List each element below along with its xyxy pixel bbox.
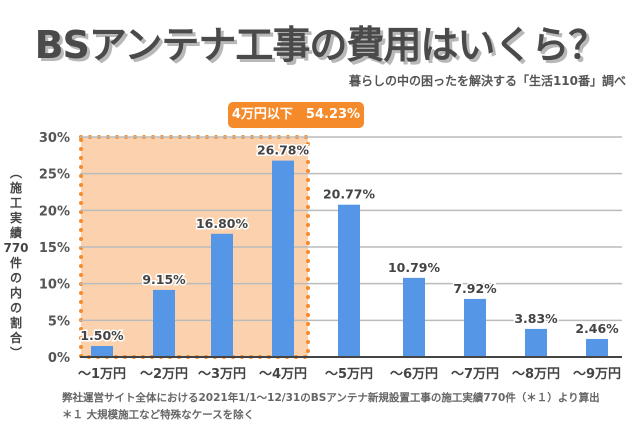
data-label: 26.78% xyxy=(257,143,310,158)
x-tick-label: ～5万円 xyxy=(325,367,373,382)
y-axis-label-char: 施 xyxy=(9,181,22,195)
y-axis-label: ︵ 施工実績 770 件の内の割合 ︶ xyxy=(3,166,28,361)
x-tick-label: ～7万円 xyxy=(451,367,499,382)
y-tick-label: 15% xyxy=(39,241,70,256)
x-tick-label: ～4万円 xyxy=(259,367,307,382)
footnote: ＊１ 大規模施工など特殊なケースを除く xyxy=(62,409,255,421)
data-label: 3.83% xyxy=(514,311,558,326)
data-label: 9.15% xyxy=(142,272,186,287)
bar xyxy=(464,298,486,357)
y-tick-label: 30% xyxy=(39,131,70,146)
y-axis-label-char: 件 xyxy=(9,256,22,270)
data-label: 1.50% xyxy=(80,328,124,343)
data-label: 2.46% xyxy=(575,321,619,336)
y-tick-label: 20% xyxy=(39,204,70,219)
subtitle: 暮らしの中の困ったを解決する「生活110番」調べ xyxy=(348,74,626,88)
y-axis-label-char: 合 xyxy=(9,331,22,345)
y-axis-label-char: の xyxy=(9,271,22,285)
y-tick-label: 10% xyxy=(39,278,70,293)
source-note: 弊社運営サイト全体における2021年1/1～12/31のBSアンテナ新規設置工事… xyxy=(62,392,600,404)
y-axis-label-char: 770 xyxy=(3,241,29,255)
page-title: BSアンテナ工事の費用はいくら？ xyxy=(34,23,607,67)
bar xyxy=(586,338,608,357)
data-label: 10.79% xyxy=(388,260,441,275)
data-label: 7.92% xyxy=(453,281,497,296)
data-label: 20.77% xyxy=(323,187,376,202)
y-tick-label: 0% xyxy=(48,351,70,366)
data-label: 16.80% xyxy=(196,216,249,231)
bar xyxy=(272,160,294,357)
x-tick-label: ～8万円 xyxy=(512,367,560,382)
x-tick-label: ～6万円 xyxy=(390,367,438,382)
bar xyxy=(91,346,113,357)
x-tick-label: ～1万円 xyxy=(78,367,126,382)
bar xyxy=(338,204,360,357)
x-tick-label: ～2万円 xyxy=(140,367,188,382)
bar xyxy=(153,289,175,357)
highlight-badge: 4万円以下 54.23% xyxy=(228,102,364,128)
y-axis-label-char: ︵ xyxy=(9,166,22,180)
x-tick-label: ～3万円 xyxy=(198,367,246,382)
y-axis-label-char: 内 xyxy=(9,286,22,300)
y-axis-label-char: ︶ xyxy=(9,346,22,360)
y-axis-label-char: 割 xyxy=(9,316,22,330)
bar xyxy=(211,233,233,357)
y-axis-label-char: 績 xyxy=(9,226,22,240)
bar xyxy=(525,328,547,357)
y-axis-label-char: 工 xyxy=(9,196,22,210)
bar xyxy=(403,277,425,357)
x-tick-label: ～9万円 xyxy=(573,367,621,382)
y-axis-label-char: 実 xyxy=(9,211,22,225)
y-tick-label: 5% xyxy=(48,314,70,329)
y-tick-label: 25% xyxy=(39,168,70,183)
y-axis-label-char: の xyxy=(9,301,22,315)
